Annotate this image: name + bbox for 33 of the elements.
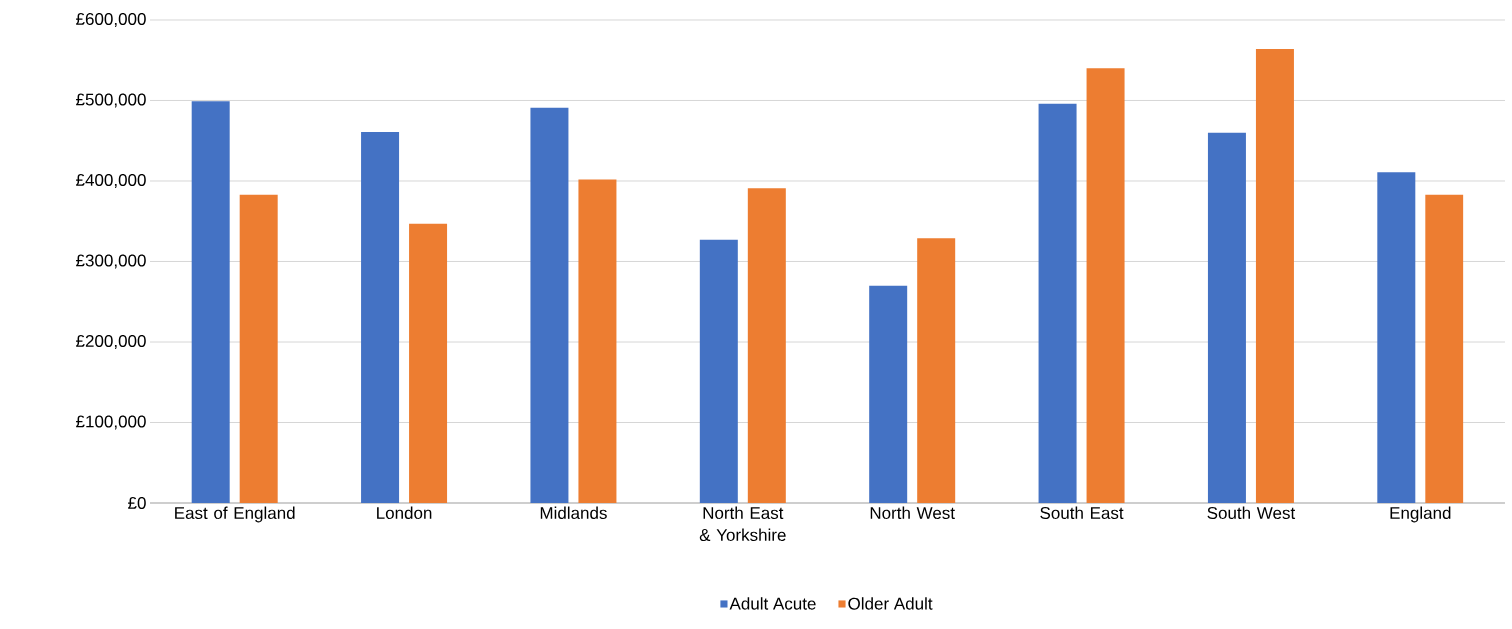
bar bbox=[578, 179, 617, 503]
bar bbox=[191, 101, 230, 503]
x-tick-label: London bbox=[377, 506, 432, 520]
y-tick-label: £400,000 bbox=[76, 173, 146, 189]
y-tick-label: £200,000 bbox=[76, 334, 146, 350]
bar bbox=[917, 238, 956, 503]
x-tick-label: Midlands bbox=[540, 506, 607, 520]
y-tick-label: £600,000 bbox=[76, 12, 146, 28]
x-tick-label: South West bbox=[1207, 506, 1296, 520]
bar bbox=[699, 239, 738, 503]
x-tick-label: England bbox=[1390, 506, 1451, 523]
legend-label: Older Adult bbox=[848, 597, 933, 610]
bar bbox=[409, 223, 448, 503]
bar bbox=[1425, 194, 1464, 503]
bar bbox=[1207, 132, 1246, 503]
y-tick-label: £300,000 bbox=[76, 254, 146, 269]
x-tick-label: East of England bbox=[175, 506, 295, 523]
bar bbox=[1038, 103, 1077, 503]
bar bbox=[1255, 48, 1294, 503]
x-tick-label: North West bbox=[870, 506, 955, 520]
y-tick-label: £0 bbox=[128, 496, 146, 510]
bar bbox=[747, 188, 786, 503]
y-tick-label: £500,000 bbox=[76, 93, 146, 108]
bar bbox=[361, 131, 400, 503]
x-tick-label: South East bbox=[1040, 506, 1124, 520]
bar bbox=[239, 194, 278, 503]
x-tick-label: North East & Yorkshire bbox=[699, 506, 786, 542]
bar bbox=[530, 107, 569, 503]
bar bbox=[869, 285, 908, 503]
bar bbox=[1086, 68, 1125, 503]
legend-label: Adult Acute bbox=[729, 597, 816, 610]
bar bbox=[1377, 172, 1416, 503]
y-tick-label: £100,000 bbox=[76, 415, 146, 430]
